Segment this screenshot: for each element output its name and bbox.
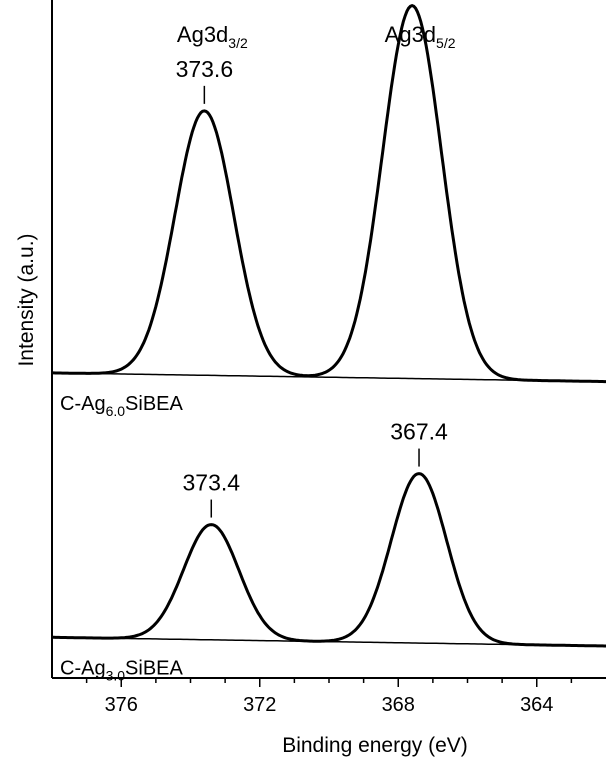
- spectrum-1: [52, 3, 606, 384]
- x-tick-label: 368: [382, 694, 415, 716]
- x-ticks: 376 372 368 364: [85, 678, 573, 716]
- x-tick-label: 376: [105, 694, 138, 716]
- x-tick-label: 364: [520, 694, 553, 716]
- x-axis-label: Binding energy (eV): [282, 734, 468, 757]
- plot-frame: [51, 0, 606, 679]
- peak-value-label: 373.4: [182, 470, 240, 496]
- sample-label: C-Ag3.0SiBEA: [60, 657, 184, 683]
- peak-title: Ag3d3/2: [177, 22, 248, 51]
- peak-value-label: 373.6: [176, 56, 234, 82]
- plot-curves: [51, 3, 606, 648]
- sample-label: C-Ag6.0SiBEA: [60, 393, 184, 419]
- spectrum-2: [52, 472, 606, 648]
- x-tick-label: 372: [243, 694, 276, 716]
- peak-title: Ag3d5/2: [385, 22, 456, 51]
- annotations: 373.6367.6C-Ag6.0SiBEA373.4367.4C-Ag3.0S…: [60, 22, 456, 683]
- y-axis-label: Intensity (a.u.): [15, 233, 38, 366]
- peak-value-label: 367.4: [390, 419, 448, 445]
